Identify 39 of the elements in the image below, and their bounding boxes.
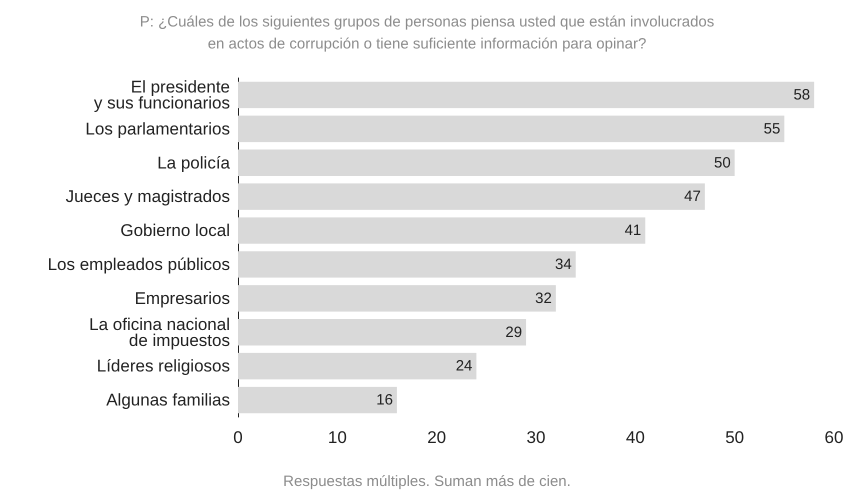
y-tick-label: Los empleados públicos <box>48 254 230 274</box>
x-tick-label: 30 <box>526 428 546 447</box>
y-tick-label: Gobierno local <box>120 221 230 240</box>
bar <box>238 150 735 176</box>
y-tick-label: Líderes religiosos <box>96 356 230 376</box>
data-label: 58 <box>793 86 810 104</box>
y-tick-label: Jueces y magistrados <box>66 187 230 206</box>
text: Respuestas múltiples. Suman más de cien. <box>283 473 571 490</box>
y-tick-label: El presidente y sus funcionarios <box>94 77 230 112</box>
chart-title: P: ¿Cuáles de los siguientes grupos de personas piensa usted que están involucrados en actos de corrupción o tiene suficiente información para opinar? <box>140 14 714 52</box>
data-label: 24 <box>456 358 472 375</box>
x-tick-label: 60 <box>824 428 844 447</box>
data-label: 16 <box>376 392 393 409</box>
y-tick-label: La policía <box>157 153 231 172</box>
x-tick-label: 10 <box>328 428 347 447</box>
data-label: 29 <box>505 324 522 341</box>
y-tick-label: Los parlamentarios <box>85 119 230 138</box>
bar <box>238 183 705 210</box>
data-label: 32 <box>535 290 552 307</box>
data-label: 50 <box>714 154 731 172</box>
y-tick-label: Algunas familias <box>106 390 230 410</box>
y-tick-label: Empresarios <box>134 288 230 308</box>
data-label: 41 <box>624 222 642 240</box>
bar <box>238 352 476 380</box>
x-tick-label: 40 <box>626 428 645 447</box>
bar <box>238 251 576 278</box>
x-tick-label: 0 <box>233 428 243 447</box>
bar <box>238 386 397 414</box>
data-label: 34 <box>555 256 572 273</box>
bar <box>238 217 646 244</box>
bar <box>238 319 526 346</box>
y-tick-label: La oficina nacional de impuestos <box>89 314 230 350</box>
bar <box>238 116 784 142</box>
data-label: 55 <box>764 120 780 138</box>
bar <box>238 82 814 108</box>
x-tick-label: 50 <box>725 428 744 447</box>
bar <box>238 285 556 312</box>
x-tick-label: 20 <box>427 428 446 447</box>
data-label: 47 <box>684 188 701 206</box>
